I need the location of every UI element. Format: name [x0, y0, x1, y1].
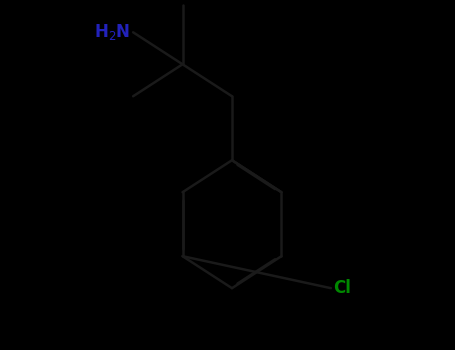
Text: Cl: Cl [333, 279, 351, 297]
Text: H$_2$N: H$_2$N [95, 22, 131, 42]
